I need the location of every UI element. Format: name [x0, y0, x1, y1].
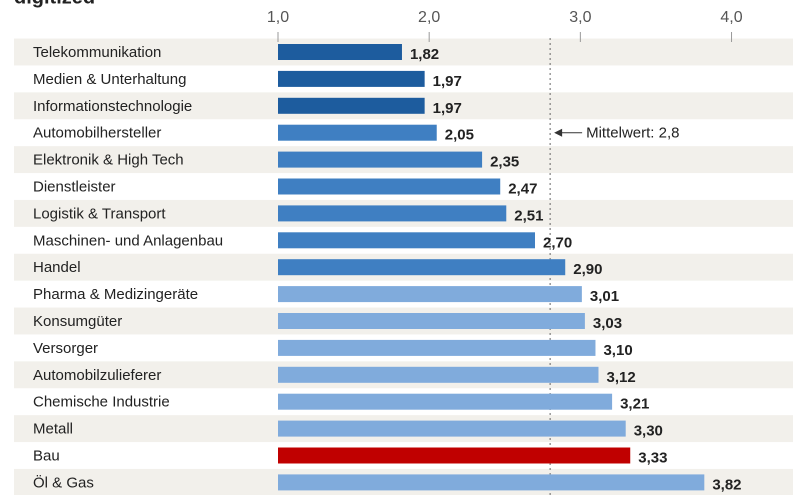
category-label: Medien & Unterhaltung	[33, 71, 186, 88]
category-label: Versorger	[33, 340, 98, 357]
bar	[278, 366, 599, 383]
category-label: Logistik & Transport	[33, 205, 166, 222]
category-label: Dienstleister	[33, 178, 116, 195]
mean-arrowhead	[554, 128, 563, 137]
category-label: Automobilhersteller	[33, 125, 161, 142]
x-tick-label: 3,0	[569, 9, 591, 26]
category-label: Metall	[33, 421, 73, 438]
value-label: 3,12	[606, 369, 635, 386]
bar	[278, 474, 705, 491]
value-label: 3,03	[593, 315, 622, 332]
value-label: 2,90	[573, 261, 602, 278]
value-label: 2,35	[490, 154, 519, 171]
category-label: Öl & Gas	[33, 473, 94, 491]
category-label: Elektronik & High Tech	[33, 152, 184, 169]
category-label: Chemische Industrie	[33, 394, 170, 411]
value-label: 2,51	[514, 207, 543, 224]
bar	[278, 44, 402, 60]
bar	[278, 205, 507, 222]
bar	[278, 70, 425, 87]
bar	[278, 286, 582, 303]
category-label: Informationstechnologie	[33, 98, 192, 115]
value-label: 3,10	[603, 342, 632, 359]
chart-title: digitized	[14, 0, 95, 8]
bar	[278, 124, 437, 141]
bar	[278, 393, 613, 410]
value-label: 2,70	[543, 234, 572, 251]
category-label: Automobilzulieferer	[33, 367, 161, 384]
x-tick-label: 2,0	[418, 9, 440, 26]
value-label: 3,30	[634, 423, 663, 440]
bar	[278, 232, 535, 249]
category-label: Handel	[33, 259, 81, 276]
bar	[278, 97, 425, 114]
bar	[278, 178, 501, 195]
bar	[278, 447, 631, 464]
x-tick-label: 1,0	[267, 9, 289, 26]
value-label: 3,21	[620, 396, 649, 413]
mean-label: Mittelwert: 2,8	[586, 125, 679, 142]
category-label: Konsumgüter	[33, 313, 122, 330]
value-label: 1,97	[433, 73, 462, 90]
x-tick-label: 4,0	[720, 9, 742, 26]
category-label: Maschinen- und Anlagenbau	[33, 232, 223, 249]
value-label: 3,82	[712, 476, 741, 493]
value-label: 3,33	[638, 449, 667, 466]
category-label: Bau	[33, 447, 60, 464]
bar	[278, 313, 585, 329]
bar	[278, 259, 566, 276]
value-label: 2,05	[445, 127, 474, 144]
category-label: Pharma & Medizingeräte	[33, 286, 198, 303]
category-label: Telekommunikation	[33, 44, 161, 61]
value-label: 3,01	[590, 288, 619, 305]
bar	[278, 420, 626, 437]
bar	[278, 151, 483, 168]
bar	[278, 339, 596, 356]
value-label: 1,82	[410, 46, 439, 63]
value-label: 1,97	[433, 100, 462, 117]
value-label: 2,47	[508, 180, 537, 197]
row-stripe	[14, 38, 793, 66]
